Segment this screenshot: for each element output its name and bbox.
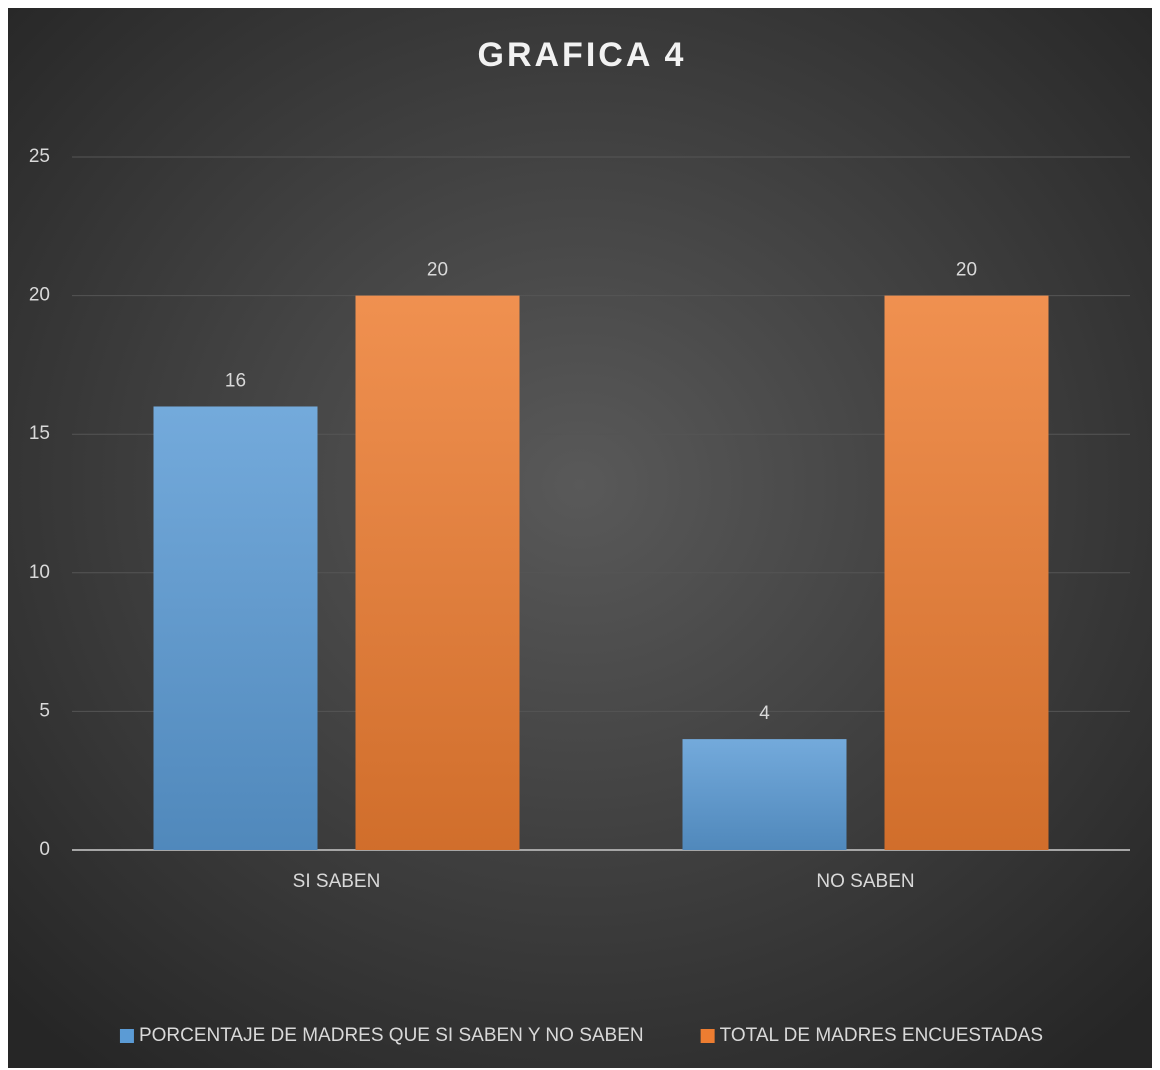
bar	[355, 295, 520, 851]
x-tick-label: SI SABEN	[293, 871, 381, 892]
legend-swatch	[119, 1029, 134, 1043]
legend-swatch	[700, 1029, 715, 1043]
y-tick-label: 20	[29, 285, 50, 306]
data-label: 20	[956, 260, 977, 281]
bar	[153, 406, 318, 850]
y-tick-label: 25	[29, 146, 50, 167]
data-label: 4	[759, 703, 770, 724]
bar	[682, 739, 847, 850]
y-tick-label: 10	[29, 562, 50, 583]
y-tick-label: 5	[39, 700, 50, 721]
bar	[884, 295, 1049, 851]
data-label: 16	[225, 370, 246, 391]
legend-label: TOTAL DE MADRES ENCUESTADAS	[720, 1025, 1043, 1046]
y-tick-label: 0	[39, 839, 50, 860]
data-label: 20	[427, 260, 448, 281]
y-tick-label: 15	[29, 423, 50, 444]
legend-label: PORCENTAJE DE MADRES QUE SI SABEN Y NO S…	[139, 1025, 644, 1046]
x-tick-label: NO SABEN	[816, 871, 914, 892]
chart-title: GRAFICA 4	[478, 36, 687, 74]
